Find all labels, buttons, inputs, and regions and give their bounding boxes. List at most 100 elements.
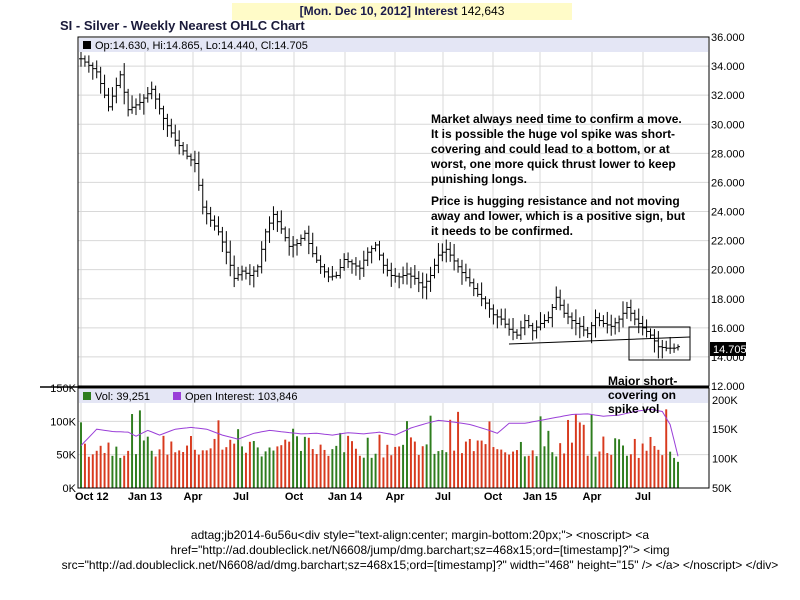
volume-bar xyxy=(201,450,204,488)
volume-bar xyxy=(351,441,353,488)
volume-bar xyxy=(83,443,86,488)
volume-y-axis: 0K 50K 100K 150K xyxy=(50,383,76,495)
volume-bar xyxy=(343,452,346,488)
volume-bar xyxy=(641,443,644,488)
volume-bar xyxy=(464,441,467,488)
volume-bar xyxy=(205,450,208,488)
banner-date: [Mon. Dec 10, 2012] xyxy=(299,4,411,18)
volume-bar xyxy=(504,452,507,488)
vol-legend: Vol: 39,251 xyxy=(95,391,150,403)
annotation-line: it needs to be confirmed. xyxy=(431,224,573,238)
volume-bar xyxy=(508,454,511,488)
volume-bar xyxy=(649,436,652,488)
volume-bar xyxy=(260,456,263,488)
volume-bar xyxy=(563,453,566,488)
volume-bar xyxy=(178,450,181,488)
volume-bar xyxy=(288,441,291,488)
volume-bar xyxy=(272,450,275,488)
annotation-line: Market always need time to confirm a mov… xyxy=(431,112,682,126)
price-y-tick: 34.000 xyxy=(711,61,745,73)
x-tick-label: Jul xyxy=(233,491,249,503)
volume-bar xyxy=(582,424,585,488)
volume-bar xyxy=(276,446,279,488)
volume-bar xyxy=(645,450,648,488)
volume-bar xyxy=(174,452,177,488)
volume-bar xyxy=(370,457,373,488)
volume-bar xyxy=(441,450,444,488)
volume-bar xyxy=(193,449,196,488)
volume-bar xyxy=(268,447,271,488)
price-y-tick: 12.000 xyxy=(711,381,745,393)
x-tick-label: Oct xyxy=(285,491,304,503)
volume-bar xyxy=(625,455,628,488)
open-interest-line xyxy=(80,408,679,457)
spike-note-line: spike vol xyxy=(608,402,659,416)
annotation-line: away and lower, which is a positive sign… xyxy=(431,209,685,223)
volume-bar xyxy=(531,450,534,488)
volume-bar xyxy=(394,446,397,488)
price-y-tick: 18.000 xyxy=(711,294,745,306)
volume-bar xyxy=(567,419,570,488)
volume-bar xyxy=(574,414,577,488)
volume-bar xyxy=(402,444,405,488)
x-tick-label: Jan 14 xyxy=(328,491,363,503)
volume-bar xyxy=(111,455,114,488)
volume-bar xyxy=(421,446,424,488)
volume-bar xyxy=(107,442,110,488)
volume-bar xyxy=(598,451,601,488)
volume-bar xyxy=(170,441,173,488)
volume-bar xyxy=(673,457,676,488)
volume-bar xyxy=(437,451,440,488)
volume-bar xyxy=(99,445,102,488)
volume-bar xyxy=(496,449,499,488)
volume-bar xyxy=(123,455,126,488)
volume-y-tick: 100K xyxy=(50,416,76,428)
volume-bar xyxy=(80,422,82,488)
volume-bar xyxy=(292,428,295,488)
price-panel-frame xyxy=(77,36,710,387)
volume-bar xyxy=(472,451,475,488)
volume-bar xyxy=(244,452,247,488)
volume-bar xyxy=(339,432,342,488)
volume-bar xyxy=(158,449,161,488)
price-y-tick: 20.000 xyxy=(711,265,745,277)
annotation-line: worst, one more quick thrust lower to ke… xyxy=(430,157,676,171)
volume-bar xyxy=(519,441,522,488)
banner-value: 142,643 xyxy=(461,4,505,18)
volume-bar xyxy=(480,440,483,488)
volume-bar xyxy=(429,415,432,488)
resistance-trendline xyxy=(508,336,691,345)
volume-bar xyxy=(425,444,428,488)
volume-bar xyxy=(398,446,401,488)
volume-legend-box xyxy=(79,389,708,403)
ohlc-bars xyxy=(79,51,680,359)
volume-bar xyxy=(307,437,310,488)
volume-bar xyxy=(154,456,157,488)
volume-bar xyxy=(445,452,448,488)
x-tick-label: Apr xyxy=(583,491,603,503)
x-axis: Oct 12 Jan 13 Apr Jul Oct Jan 14 Apr Jul Oct Jan … xyxy=(75,491,651,503)
annotation-text: Market always need time to confirm a mov… xyxy=(430,112,685,238)
volume-bar xyxy=(280,445,283,488)
open-interest-series xyxy=(80,408,679,457)
volume-bar xyxy=(586,455,589,488)
volume-bar xyxy=(221,449,224,488)
spike-annotation: Major short- covering on spike vol xyxy=(608,374,677,416)
price-y-tick: 36.000 xyxy=(711,32,745,44)
volume-bar xyxy=(535,456,538,488)
x-tick-label: Apr xyxy=(184,491,204,503)
x-tick-label: Jan 13 xyxy=(128,491,162,503)
volume-bar xyxy=(406,421,408,488)
volume-bar xyxy=(390,455,393,488)
last-price-tag: 14.705 xyxy=(713,344,747,356)
price-legend: Op:14.630, Hi:14.865, Lo:14.440, Cl:14.7… xyxy=(95,40,308,52)
volume-bar xyxy=(358,455,361,488)
volume-bar xyxy=(299,450,302,488)
volume-bar xyxy=(523,456,526,488)
chart-title: SI - Silver - Weekly Nearest OHLC Chart xyxy=(60,18,305,33)
volume-bar xyxy=(142,440,145,488)
volume-bar xyxy=(602,436,605,488)
volume-bar xyxy=(115,446,118,488)
volume-bar xyxy=(323,449,326,488)
volume-bar xyxy=(618,439,621,488)
